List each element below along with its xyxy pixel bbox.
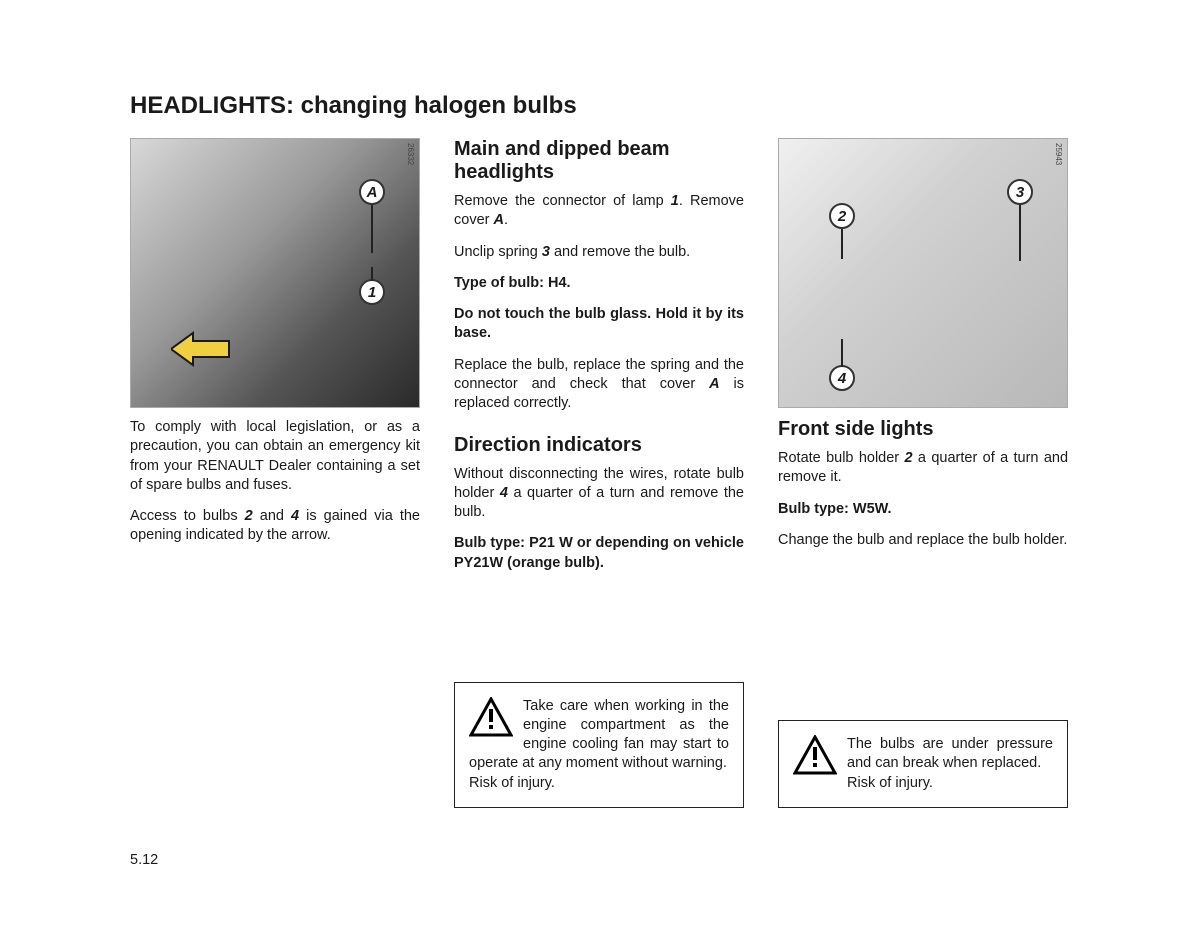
- warning-box-bulbs: The bulbs are under pressure and can bre…: [778, 720, 1068, 808]
- ref-3: 3: [542, 244, 550, 260]
- ref-A: A: [709, 376, 719, 392]
- heading-main-dipped: Main and dipped beam headlights: [454, 138, 744, 184]
- figure-engine-bay: 26332 A 1: [130, 138, 420, 408]
- text: Unclip spring: [454, 244, 542, 260]
- col1-para-1: To comply with local legislation, or as …: [130, 418, 420, 495]
- leader-line: [371, 205, 373, 253]
- yellow-arrow-icon: [171, 329, 231, 369]
- col3-para-3: Change the bulb and replace the bulb hol…: [778, 531, 1068, 550]
- col1-para-2: Access to bulbs 2 and 4 is gained via th…: [130, 507, 420, 546]
- figure-headlight-assembly: 25943 2 3 4: [778, 138, 1068, 408]
- text: Remove the connector of lamp: [454, 193, 671, 209]
- page-title: HEADLIGHTS: changing halogen bulbs: [130, 92, 1080, 120]
- text: and remove the bulb.: [550, 244, 690, 260]
- text: .: [504, 212, 508, 228]
- photo-id-1: 26332: [406, 143, 415, 165]
- text: Rotate bulb holder: [778, 450, 905, 466]
- leader-line: [841, 229, 843, 259]
- text: Risk of injury.: [469, 775, 555, 791]
- column-3: 25943 2 3 4 Front side lights Rotate bul…: [778, 138, 1068, 808]
- warning-box-engine: Take care when working in the engine com…: [454, 682, 744, 808]
- text: and: [253, 508, 291, 524]
- ref-2: 2: [245, 508, 253, 524]
- column-2: Main and dipped beam headlights Remove t…: [454, 138, 744, 808]
- photo-id-2: 25943: [1054, 143, 1063, 165]
- ref-A: A: [494, 212, 504, 228]
- ref-2: 2: [905, 450, 913, 466]
- callout-2: 2: [829, 203, 855, 229]
- leader-line: [1019, 205, 1021, 261]
- text: Access to bulbs: [130, 508, 245, 524]
- leader-line: [371, 267, 373, 281]
- text: Risk of injury.: [847, 775, 933, 791]
- col2-para-5: Replace the bulb, replace the spring and…: [454, 356, 744, 414]
- ref-4: 4: [500, 485, 508, 501]
- col2-para-1: Remove the connector of lamp 1. Remove c…: [454, 192, 744, 231]
- warning-triangle-icon: [793, 735, 837, 775]
- ref-1: 1: [671, 193, 679, 209]
- heading-front-side-lights: Front side lights: [778, 418, 1068, 441]
- callout-1: 1: [359, 279, 385, 305]
- page-number: 5.12: [130, 852, 158, 868]
- text: Replace the bulb, replace the spring and…: [454, 357, 744, 392]
- leader-line: [841, 339, 843, 367]
- callout-4: 4: [829, 365, 855, 391]
- manual-page: HEADLIGHTS: changing halogen bulbs 26332…: [0, 0, 1200, 858]
- column-1: 26332 A 1 To comply with local legislati…: [130, 138, 420, 808]
- ref-4: 4: [291, 508, 299, 524]
- col2-bulb-type-2: Bulb type: P21 W or depending on vehicle…: [454, 534, 744, 573]
- col2-para-2: Unclip spring 3 and remove the bulb.: [454, 243, 744, 262]
- col2-bulb-type: Type of bulb: H4.: [454, 274, 744, 293]
- col2-para-6: Without disconnecting the wires, rotate …: [454, 465, 744, 523]
- callout-3: 3: [1007, 179, 1033, 205]
- column-layout: 26332 A 1 To comply with local legislati…: [130, 138, 1080, 808]
- callout-A: A: [359, 179, 385, 205]
- col3-para-1: Rotate bulb holder 2 a quarter of a turn…: [778, 449, 1068, 488]
- heading-direction-indicators: Direction indicators: [454, 434, 744, 457]
- text: The bulbs are under pressure and can bre…: [847, 736, 1053, 771]
- warning-triangle-icon: [469, 697, 513, 737]
- col2-warning-text: Do not touch the bulb glass. Hold it by …: [454, 305, 744, 344]
- col3-bulb-type: Bulb type: W5W.: [778, 500, 1068, 519]
